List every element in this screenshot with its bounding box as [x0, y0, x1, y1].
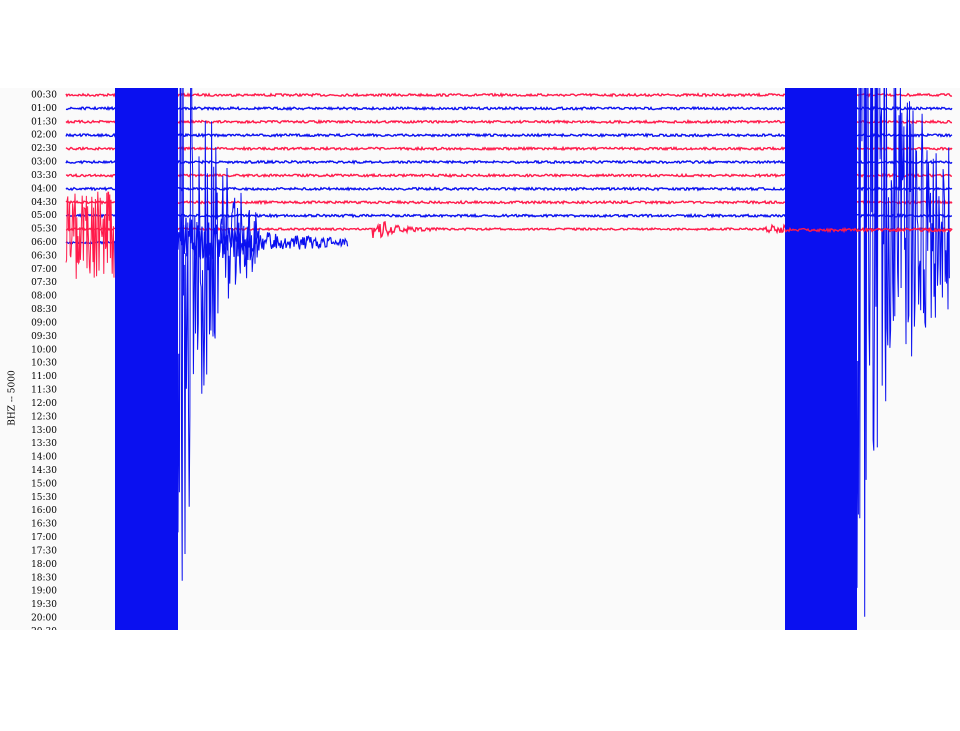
time-label: 09:30: [31, 332, 57, 342]
time-label: 19:00: [31, 587, 57, 597]
time-label: 01:30: [31, 117, 57, 127]
time-label: 06:30: [31, 251, 57, 261]
time-label: 13:00: [31, 426, 57, 436]
time-label: 05:30: [31, 225, 57, 235]
time-label: 19:30: [31, 600, 57, 610]
traces: [65, 88, 953, 630]
time-label: 07:30: [31, 278, 57, 288]
time-label: 02:30: [31, 144, 57, 154]
time-label: 18:30: [31, 573, 57, 583]
time-label: 09:00: [31, 318, 57, 328]
time-label: 03:00: [31, 158, 57, 168]
time-label: 02:00: [31, 131, 57, 141]
time-label: 10:00: [31, 345, 57, 355]
axis-label: BHZ -- 5000: [8, 370, 18, 426]
time-label: 08:00: [31, 292, 57, 302]
time-label: 05:00: [31, 211, 57, 221]
time-label: 17:00: [31, 533, 57, 543]
time-label: 14:30: [31, 466, 57, 476]
time-label: 15:30: [31, 493, 57, 503]
time-label: 11:00: [31, 372, 57, 382]
time-label: 18:00: [31, 560, 57, 570]
time-label: 13:30: [31, 439, 57, 449]
time-label: 07:00: [31, 265, 57, 275]
time-label: 12:00: [31, 399, 57, 409]
time-label: 00:30: [31, 91, 57, 101]
time-label: 16:00: [31, 506, 57, 516]
time-label: 15:00: [31, 479, 57, 489]
time-label: 20:00: [31, 613, 57, 623]
saturated-trace: [115, 88, 178, 630]
time-label: 17:30: [31, 546, 57, 556]
time-label: 01:00: [31, 104, 57, 114]
time-label: 14:00: [31, 453, 57, 463]
time-label: 04:30: [31, 198, 57, 208]
time-labels: 00:30 01:00 01:30 02:00 02:30 03:00 03:30 04:00…: [31, 91, 57, 637]
time-label: 04:00: [31, 184, 57, 194]
time-label: 12:30: [31, 412, 57, 422]
time-label: 03:30: [31, 171, 57, 181]
saturated-trace: [785, 88, 857, 630]
seismic-trace: [856, 88, 950, 617]
seismic-trace: [784, 226, 953, 234]
seismic-trace: [65, 191, 115, 279]
time-label: 06:00: [31, 238, 57, 248]
seismic-trace: [177, 88, 261, 581]
time-label: 16:30: [31, 520, 57, 530]
time-label: 20:30: [31, 627, 57, 637]
time-label: 08:30: [31, 305, 57, 315]
time-label: 11:30: [31, 386, 57, 396]
time-label: 10:30: [31, 359, 57, 369]
